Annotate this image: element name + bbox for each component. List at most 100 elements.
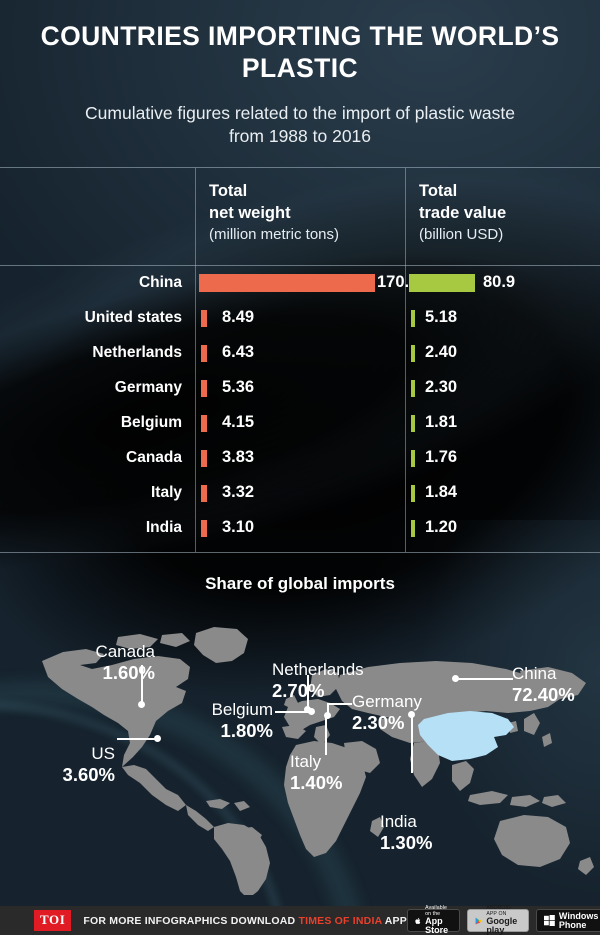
map-label-belgium: Belgium 1.80% — [175, 701, 273, 741]
row-net-weight-cell: 5.36 — [196, 371, 405, 406]
trade-value-bar — [411, 415, 415, 432]
table-row: Italy 3.32 1.84 — [0, 476, 600, 511]
leader-dot-us — [154, 735, 161, 742]
row-trade-value-cell: 2.30 — [406, 371, 600, 406]
page-subtitle: Cumulative figures related to the import… — [70, 102, 530, 149]
row-trade-value-cell: 2.40 — [406, 336, 600, 371]
leader-line-italy — [325, 715, 327, 755]
trade-value-value: 1.76 — [425, 448, 457, 467]
trade-value-value: 2.40 — [425, 343, 457, 362]
infographic-root: COUNTRIES IMPORTING THE WORLD’S PLASTIC … — [0, 0, 600, 935]
row-country-label: Canada — [0, 449, 182, 467]
table-row: Canada 3.83 1.76 — [0, 441, 600, 476]
row-country-label: Netherlands — [0, 344, 182, 362]
windows-phone-badge[interactable]: Windows Phone — [536, 909, 600, 932]
row-trade-value-cell: 1.20 — [406, 511, 600, 546]
leader-line-china — [455, 678, 513, 680]
map-label-pct: 2.30% — [352, 713, 422, 733]
row-trade-value-cell: 80.9 — [406, 266, 600, 301]
map-label-pct: 1.60% — [43, 663, 155, 683]
map-label-name: Netherlands — [272, 661, 364, 679]
row-net-weight-cell: 8.49 — [196, 301, 405, 336]
trade-value-value: 80.9 — [483, 273, 515, 292]
trade-value-value: 1.84 — [425, 483, 457, 502]
net-weight-value: 3.83 — [222, 448, 254, 467]
table-row: Belgium4.151.81 — [0, 406, 600, 441]
row-net-weight-cell: 3.32 — [196, 476, 405, 511]
row-trade-value-cell: 1.76 — [406, 441, 600, 476]
column-header-unit: (billion USD) — [419, 226, 503, 243]
row-trade-value-cell: 5.18 — [406, 301, 600, 336]
store-badges: Available on the App Store ANDROID APP O… — [407, 909, 600, 932]
trade-value-bar — [411, 380, 415, 397]
column-header-line1: Total — [209, 182, 247, 200]
table-border-top — [0, 167, 600, 168]
page-title: COUNTRIES IMPORTING THE WORLD’S PLASTIC — [40, 20, 560, 85]
trade-value-value: 1.20 — [425, 518, 457, 537]
table-body: China170.580.9United states8.495.18Nethe… — [0, 266, 600, 546]
map-label-pct: 2.70% — [272, 681, 364, 701]
row-country-label: India — [0, 519, 182, 537]
net-weight-value: 3.32 — [222, 483, 254, 502]
net-weight-value: 4.15 — [222, 413, 254, 432]
row-country-label: Germany — [0, 379, 182, 397]
net-weight-value: 3.10 — [222, 518, 254, 537]
map-label-china: China 72.40% — [512, 665, 575, 705]
row-net-weight-cell: 3.10 — [196, 511, 405, 546]
trade-value-bar — [411, 345, 415, 362]
table-row: Netherlands 6.43 2.40 — [0, 336, 600, 371]
trade-value-bar — [411, 310, 415, 327]
map-title: Share of global imports — [0, 574, 600, 594]
column-header-line2: net weight — [209, 204, 291, 222]
row-net-weight-cell: 6.43 — [196, 336, 405, 371]
map-label-name: US — [10, 745, 115, 763]
row-trade-value-cell: 1.84 — [406, 476, 600, 511]
net-weight-bar — [201, 345, 207, 362]
map-label-germany: Germany 2.30% — [352, 693, 422, 733]
table-row: India 3.10 1.20 — [0, 511, 600, 546]
windows-icon — [544, 915, 555, 926]
row-country-label: Belgium — [0, 414, 182, 432]
map-label-pct: 3.60% — [10, 765, 115, 785]
net-weight-bar — [201, 450, 207, 467]
column-header-net-weight: Total net weight (million metric tons) — [209, 181, 399, 245]
toi-logo: TOI — [34, 910, 71, 931]
trade-value-bar — [409, 274, 475, 292]
leader-dot-canada — [138, 701, 145, 708]
row-country-label: Italy — [0, 484, 182, 502]
net-weight-value: 8.49 — [222, 308, 254, 327]
play-triangle-icon — [475, 915, 482, 927]
map-label-name: Belgium — [175, 701, 273, 719]
map-label-us: US 3.60% — [10, 745, 115, 785]
map-label-pct: 1.80% — [175, 721, 273, 741]
map-label-netherlands: Netherlands 2.70% — [272, 661, 364, 701]
map-section: Share of global imports — [0, 553, 600, 900]
net-weight-bar — [201, 520, 207, 537]
google-play-badge[interactable]: ANDROID APP ON Google play — [467, 909, 529, 932]
net-weight-bar — [201, 485, 207, 502]
app-store-badge[interactable]: Available on the App Store — [407, 909, 460, 932]
row-net-weight-cell: 3.83 — [196, 441, 405, 476]
row-country-label: United states — [0, 309, 182, 327]
map-label-pct: 1.40% — [290, 773, 342, 793]
column-header-line1: Total — [419, 182, 457, 200]
map-label-pct: 1.30% — [380, 833, 432, 853]
trade-value-bar — [411, 520, 415, 537]
map-label-name: China — [512, 665, 575, 683]
apple-icon — [415, 915, 421, 927]
map-label-india: India 1.30% — [380, 813, 432, 853]
net-weight-bar — [199, 274, 375, 292]
footer-promo-text: FOR MORE INFOGRAPHICS DOWNLOAD TIMES OF … — [83, 915, 406, 927]
map-label-canada: Canada 1.60% — [43, 643, 155, 683]
footer-text-brand: TIMES OF INDIA — [298, 915, 382, 927]
net-weight-bar — [201, 310, 207, 327]
leader-line-germany — [327, 703, 352, 705]
app-store-badge-text: Available on the App Store — [425, 906, 452, 934]
column-header-trade-value: Total trade value (billion USD) — [419, 181, 594, 245]
row-country-label: China — [0, 274, 182, 292]
leader-dot-belgium — [308, 708, 315, 715]
badge-sub-line: Phone — [559, 921, 598, 930]
map-label-italy: Italy 1.40% — [290, 753, 342, 793]
header: COUNTRIES IMPORTING THE WORLD’S PLASTIC … — [0, 0, 600, 148]
trade-value-value: 5.18 — [425, 308, 457, 327]
